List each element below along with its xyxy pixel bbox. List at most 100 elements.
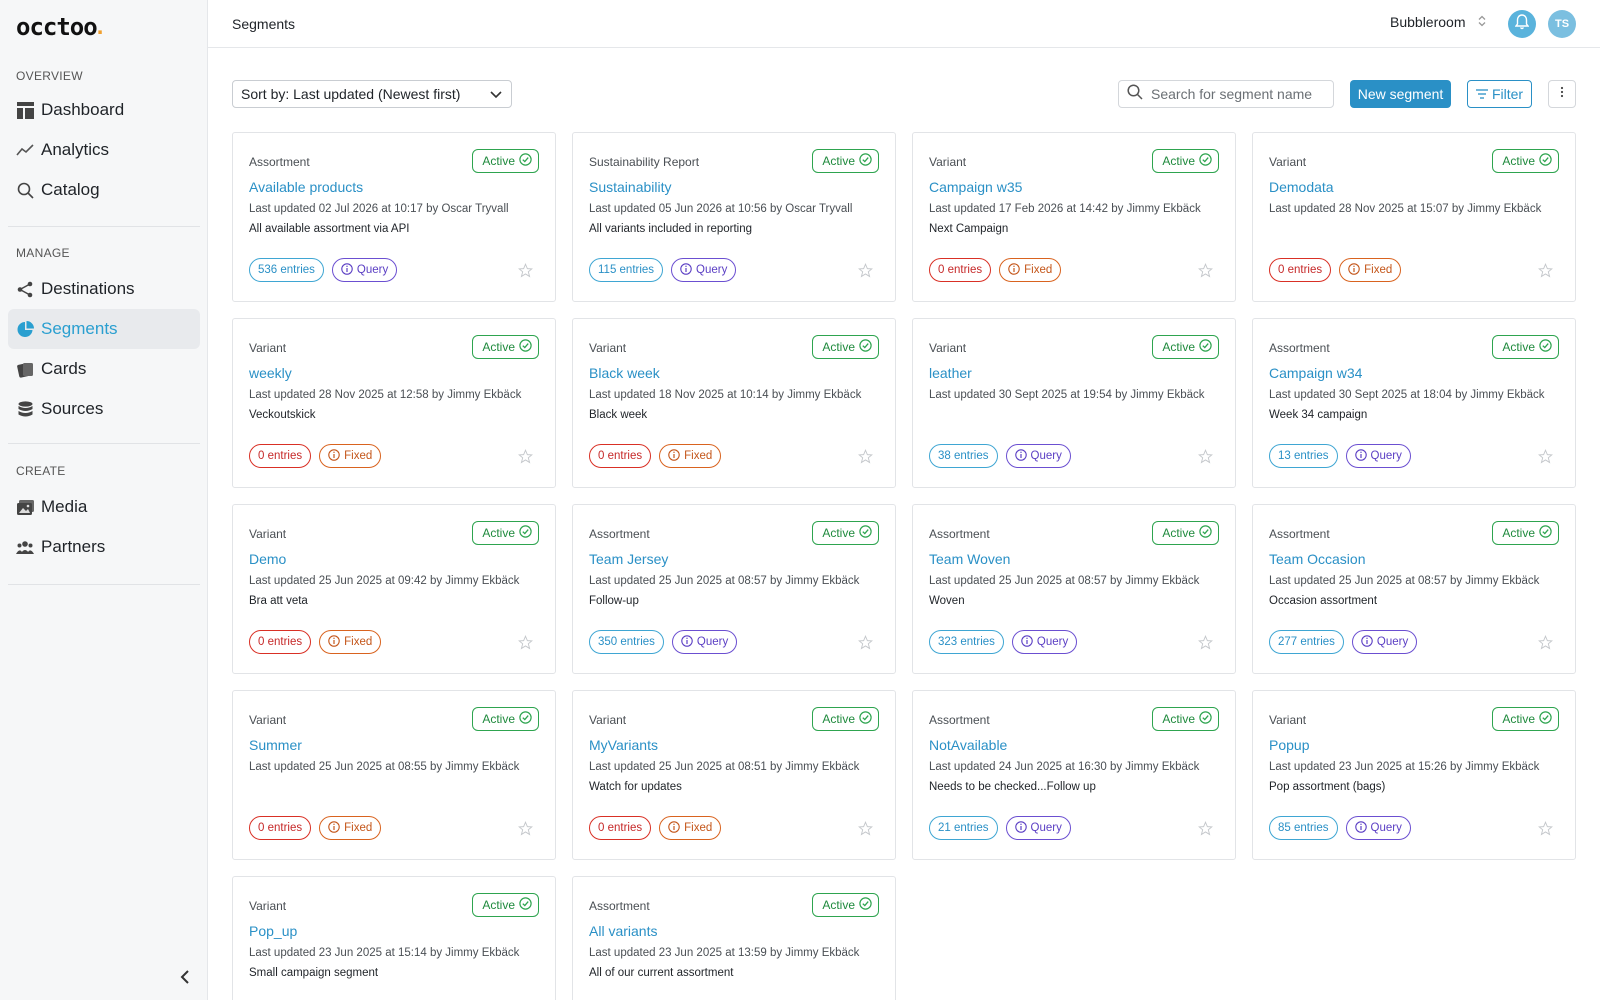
segment-card[interactable]: Assortment Active All variants Last updated… xyxy=(572,876,896,1000)
segment-name-link[interactable]: Team Occasion xyxy=(1269,551,1366,567)
segment-name-link[interactable]: Campaign w34 xyxy=(1269,365,1363,381)
star-icon[interactable] xyxy=(518,263,533,283)
segment-card[interactable]: Variant Active Demodata Last updated 28 Nov… xyxy=(1252,132,1576,302)
star-icon[interactable] xyxy=(1538,635,1553,655)
sidebar-item-analytics[interactable]: Analytics xyxy=(8,130,200,170)
info-icon xyxy=(328,820,340,836)
star-icon[interactable] xyxy=(1198,635,1213,655)
segment-type: Variant xyxy=(589,713,627,727)
notifications-button[interactable] xyxy=(1508,10,1536,38)
segment-name-link[interactable]: Demo xyxy=(249,551,287,567)
segment-name-link[interactable]: leather xyxy=(929,365,972,381)
kind-badge: Fixed xyxy=(659,444,722,468)
sidebar-item-partners[interactable]: Partners xyxy=(8,527,200,567)
sidebar-item-sources[interactable]: Sources xyxy=(8,389,200,429)
segment-name-link[interactable]: NotAvailable xyxy=(929,737,1008,753)
segment-description: Watch for updates xyxy=(589,781,682,793)
segment-name-link[interactable]: weekly xyxy=(249,365,292,381)
star-icon[interactable] xyxy=(1198,449,1213,469)
star-icon[interactable] xyxy=(858,263,873,283)
segment-card[interactable]: Variant Active Pop_up Last updated 23 Jun 2… xyxy=(232,876,556,1000)
star-icon[interactable] xyxy=(1538,449,1553,469)
sidebar-item-cards[interactable]: Cards xyxy=(8,349,200,389)
segment-card[interactable]: Variant Active leather Last updated 30 Sept… xyxy=(912,318,1236,488)
search-input[interactable] xyxy=(1151,86,1321,102)
segment-name-link[interactable]: All variants xyxy=(589,923,658,939)
status-badge: Active xyxy=(812,893,879,917)
chevron-left-icon xyxy=(180,969,190,989)
segment-name-link[interactable]: MyVariants xyxy=(589,737,658,753)
segment-name-link[interactable]: Team Woven xyxy=(929,551,1011,567)
segment-name-link[interactable]: Pop_up xyxy=(249,923,298,939)
avatar[interactable]: TS xyxy=(1548,10,1576,38)
segment-card[interactable]: Variant Active Popup Last updated 23 Jun 20… xyxy=(1252,690,1576,860)
entries-badge: 13 entries xyxy=(1269,444,1338,468)
segment-name-link[interactable]: Available products xyxy=(249,179,364,195)
segment-card[interactable]: Variant Active MyVariants Last updated 25 J… xyxy=(572,690,896,860)
dashboard-icon xyxy=(16,101,34,119)
segment-name-link[interactable]: Demodata xyxy=(1269,179,1334,195)
segment-card[interactable]: Variant Active Campaign w35 Last updated 17… xyxy=(912,132,1236,302)
star-icon[interactable] xyxy=(1198,821,1213,841)
filter-button[interactable]: Filter xyxy=(1467,80,1532,108)
status-label: Active xyxy=(822,712,855,726)
status-badge: Active xyxy=(1152,149,1219,173)
star-icon[interactable] xyxy=(1538,821,1553,841)
star-icon[interactable] xyxy=(858,635,873,655)
org-selector[interactable]: Bubbleroom xyxy=(1390,14,1486,30)
segment-card[interactable]: Variant Active Demo Last updated 25 Jun 202… xyxy=(232,504,556,674)
sidebar-item-segments[interactable]: Segments xyxy=(8,309,200,349)
segment-card[interactable]: Assortment Active Team Jersey Last updated … xyxy=(572,504,896,674)
sidebar-item-destinations[interactable]: Destinations xyxy=(8,269,200,309)
star-icon[interactable] xyxy=(1538,263,1553,283)
segment-name-link[interactable]: Sustainability xyxy=(589,179,672,195)
segment-name-link[interactable]: Black week xyxy=(589,365,660,381)
star-icon[interactable] xyxy=(1198,263,1213,283)
segment-card[interactable]: Assortment Active NotAvailable Last updated… xyxy=(912,690,1236,860)
status-label: Active xyxy=(822,526,855,540)
sort-select[interactable]: Sort by: Last updated (Newest first) xyxy=(232,80,512,108)
nav-divider xyxy=(8,584,200,585)
segment-pills: 277 entries Query xyxy=(1269,630,1418,654)
logo[interactable]: occtoo. xyxy=(16,13,103,41)
sidebar-item-catalog[interactable]: Catalog xyxy=(8,170,200,210)
segment-type: Variant xyxy=(249,527,287,541)
segment-card[interactable]: Variant Active Black week Last updated 18 N… xyxy=(572,318,896,488)
segment-description: Next Campaign xyxy=(929,223,1009,235)
segment-name-link[interactable]: Campaign w35 xyxy=(929,179,1023,195)
segment-card[interactable]: Assortment Active Campaign w34 Last updated… xyxy=(1252,318,1576,488)
star-icon[interactable] xyxy=(518,449,533,469)
more-options-button[interactable] xyxy=(1548,80,1576,108)
status-badge: Active xyxy=(1492,335,1559,359)
status-badge: Active xyxy=(1152,335,1219,359)
collapse-sidebar-button[interactable] xyxy=(174,968,196,990)
segment-pills: 0 entries Fixed xyxy=(249,816,382,840)
segment-card[interactable]: Assortment Active Available products Last u… xyxy=(232,132,556,302)
star-icon[interactable] xyxy=(518,635,533,655)
star-icon[interactable] xyxy=(858,449,873,469)
star-icon[interactable] xyxy=(858,821,873,841)
segment-card[interactable]: Variant Active Summer Last updated 25 Jun 2… xyxy=(232,690,556,860)
segment-type: Variant xyxy=(249,713,287,727)
kind-badge: Query xyxy=(671,258,737,282)
segment-name-link[interactable]: Popup xyxy=(1269,737,1310,753)
check-circle-icon xyxy=(1539,525,1552,541)
info-icon xyxy=(1008,262,1020,278)
segment-card[interactable]: Sustainability Report Active Sustainabilit… xyxy=(572,132,896,302)
info-icon xyxy=(1354,820,1367,836)
sidebar-item-media[interactable]: Media xyxy=(8,487,200,527)
segment-name-link[interactable]: Summer xyxy=(249,737,302,753)
segment-card[interactable]: Variant Active weekly Last updated 28 Nov 2… xyxy=(232,318,556,488)
segment-description: All available assortment via API xyxy=(249,223,410,235)
info-icon xyxy=(1354,448,1367,464)
check-circle-icon xyxy=(1199,153,1212,169)
entries-badge: 38 entries xyxy=(929,444,998,468)
segment-card[interactable]: Assortment Active Team Woven Last updated 2… xyxy=(912,504,1236,674)
new-segment-button[interactable]: New segment xyxy=(1350,80,1451,108)
sidebar-item-dashboard[interactable]: Dashboard xyxy=(8,90,200,130)
star-icon[interactable] xyxy=(518,821,533,841)
check-circle-icon xyxy=(1539,339,1552,355)
segment-pills: 85 entries Query xyxy=(1269,816,1411,840)
segment-name-link[interactable]: Team Jersey xyxy=(589,551,669,567)
segment-card[interactable]: Assortment Active Team Occasion Last update… xyxy=(1252,504,1576,674)
